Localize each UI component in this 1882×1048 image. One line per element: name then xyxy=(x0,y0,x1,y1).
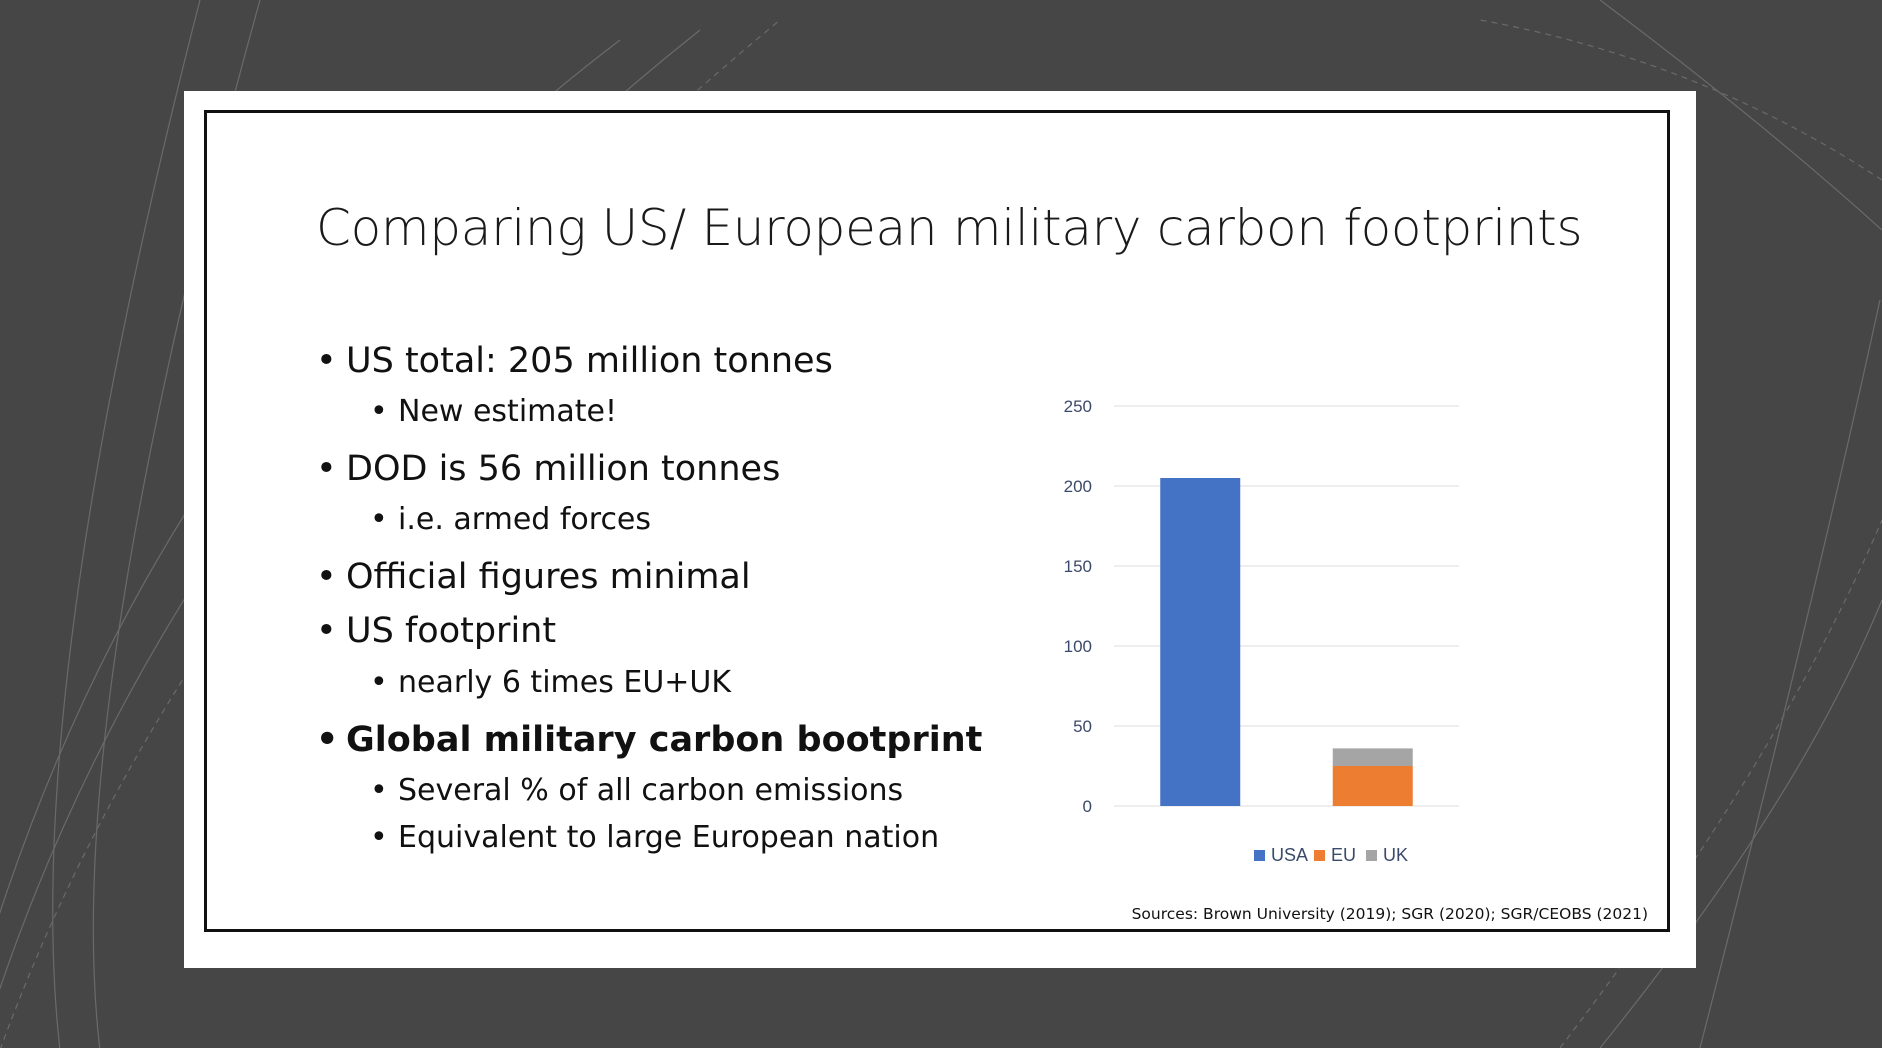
background-arc xyxy=(52,0,201,1048)
bullet-text: Several % of all carbon emissions xyxy=(398,773,904,808)
bullet-text: Global military carbon bootprint xyxy=(346,720,983,760)
y-tick-label: 50 xyxy=(1073,717,1092,736)
slide: Comparing US/ European military carbon f… xyxy=(184,91,1696,968)
bullet-marker: • xyxy=(316,557,337,597)
bullet-item: • US total: 205 million tonnes xyxy=(316,341,833,381)
bullet-marker: • xyxy=(316,720,339,760)
background-arc xyxy=(1559,519,1882,1048)
bullet-item: • Global military carbon bootprint xyxy=(316,720,982,760)
bullet-text: US total: 205 million tonnes xyxy=(346,341,833,381)
bullet-text: DOD is 56 million tonnes xyxy=(346,449,781,489)
legend-label-eu: EU xyxy=(1331,845,1356,865)
background-arc xyxy=(1599,0,1882,231)
background-arc xyxy=(1479,19,1882,181)
bullet-text: nearly 6 times EU+UK xyxy=(398,665,732,700)
sources-citation: Sources: Brown University (2019); SGR (2… xyxy=(1131,905,1648,923)
bullet-text: Official figures minimal xyxy=(346,557,751,597)
bullet-marker: • xyxy=(316,341,337,381)
y-tick-label: 100 xyxy=(1064,637,1092,656)
sub-bullet-item: • Equivalent to large European nation xyxy=(370,820,939,855)
legend-swatch-eu xyxy=(1314,850,1325,861)
y-tick-label: 0 xyxy=(1083,797,1092,816)
background-arc xyxy=(1599,599,1882,1048)
slide-frame xyxy=(204,110,1670,932)
sub-bullet-item: • Several % of all carbon emissions xyxy=(370,773,903,808)
bar-usa xyxy=(1160,478,1241,806)
bullet-text: Equivalent to large European nation xyxy=(398,820,940,855)
bullet-text: i.e. armed forces xyxy=(398,502,652,537)
bullet-marker: • xyxy=(370,665,388,700)
legend-swatch-uk xyxy=(1366,850,1377,861)
legend-swatch-usa xyxy=(1254,850,1265,861)
bullet-marker: • xyxy=(316,449,337,489)
bullet-marker: • xyxy=(370,820,388,855)
sub-bullet-item: • New estimate! xyxy=(370,394,617,429)
background-arc xyxy=(1699,299,1881,1048)
bullet-item: • US footprint xyxy=(316,611,556,651)
y-tick-label: 250 xyxy=(1064,397,1092,416)
y-tick-label: 200 xyxy=(1064,477,1092,496)
bullet-text: US footprint xyxy=(346,611,557,651)
y-tick-label: 150 xyxy=(1064,557,1092,576)
bar-chart: 0 50 100 150 200 250 USA EU UK xyxy=(1064,397,1459,865)
bullet-marker: • xyxy=(370,773,388,808)
slide-title: Comparing US/ European military carbon f… xyxy=(316,199,1583,257)
legend-label-usa: USA xyxy=(1271,845,1308,865)
bullet-marker: • xyxy=(370,502,388,537)
sub-bullet-item: • nearly 6 times EU+UK xyxy=(370,665,731,700)
legend-label-uk: UK xyxy=(1383,845,1408,865)
bar-uk xyxy=(1332,748,1413,766)
bullet-item: • DOD is 56 million tonnes xyxy=(316,449,780,489)
bullet-marker: • xyxy=(370,394,388,429)
sub-bullet-item: • i.e. armed forces xyxy=(370,502,651,537)
bullet-marker: • xyxy=(316,611,337,651)
bullet-item: • Official figures minimal xyxy=(316,557,751,597)
bar-eu xyxy=(1332,766,1413,806)
bullet-text: New estimate! xyxy=(398,394,618,429)
